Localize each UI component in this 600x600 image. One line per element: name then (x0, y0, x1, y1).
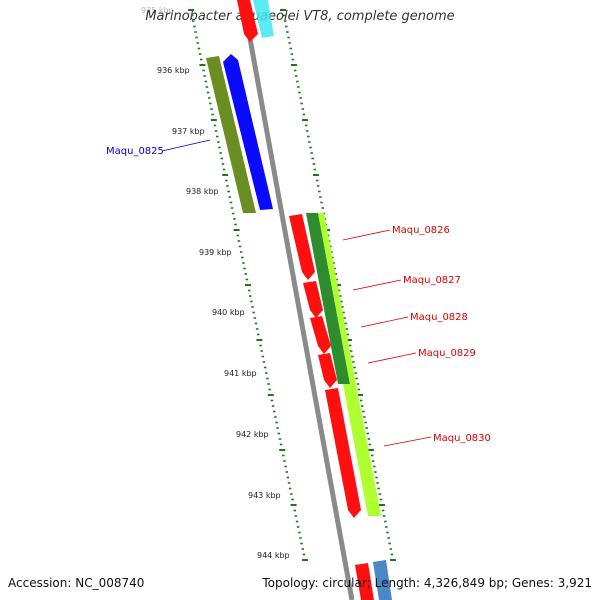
leader-maqu-0828 (360, 316, 409, 328)
ruler-label-935: 935 kbp (141, 6, 174, 15)
ruler-label-943: 943 kbp (248, 491, 281, 500)
gene-maqu-0826-green[interactable] (306, 213, 350, 384)
gene-bottom-steelblue[interactable] (373, 560, 392, 600)
map-title: Marinobacter aquaeolei VT8, complete gen… (145, 9, 455, 24)
ruler-label-941: 941 kbp (224, 369, 257, 378)
gene-maqu-0825-blue[interactable] (223, 54, 273, 210)
gene-maqu-0826-red[interactable] (289, 214, 315, 280)
ruler-label-936: 936 kbp (157, 66, 190, 75)
ruler-label-942: 942 kbp (236, 430, 269, 439)
leader-maqu-0829 (367, 352, 417, 364)
gene-bottom-red[interactable] (355, 563, 374, 600)
leader-maqu-0826 (342, 229, 391, 241)
gene-top-red[interactable] (237, 0, 258, 42)
gene-maqu-0830-lime[interactable] (343, 384, 381, 516)
gene-label-maqu-0826[interactable]: Maqu_0826 (392, 225, 450, 236)
ruler-label-940: 940 kbp (212, 308, 245, 317)
genome-summary-text: Topology: circular; Length: 4,326,849 bp… (262, 576, 592, 590)
gene-label-maqu-0830[interactable]: Maqu_0830 (433, 433, 491, 444)
gene-maqu-0828-red[interactable] (310, 316, 331, 354)
gene-top-cyan[interactable] (253, 0, 274, 38)
gene-label-maqu-0828[interactable]: Maqu_0828 (410, 312, 468, 323)
outer-scale (280, 9, 396, 561)
gene-maqu-0827-red[interactable] (303, 281, 323, 318)
accession-text: Accession: NC_008740 (8, 576, 145, 590)
gene-label-maqu-0825[interactable]: Maqu_0825 (106, 146, 164, 157)
inner-scale (188, 9, 308, 561)
gene-maqu-0830-red[interactable] (325, 388, 361, 518)
gene-label-maqu-0829[interactable]: Maqu_0829 (418, 348, 476, 359)
leader-maqu-0830 (383, 436, 432, 447)
ruler-label-939: 939 kbp (199, 248, 232, 257)
genome-backbone (240, 0, 355, 600)
ruler-label-938: 938 kbp (186, 187, 219, 196)
leader-maqu-0825 (161, 139, 211, 152)
gene-maqu-0826-lime[interactable] (318, 213, 356, 384)
gene-maqu-0829-red[interactable] (318, 353, 337, 388)
gene-maqu-0825-olive[interactable] (206, 56, 256, 213)
ruler-label-937: 937 kbp (172, 127, 205, 136)
leader-maqu-0827 (352, 279, 402, 291)
ruler-label-944: 944 kbp (257, 551, 290, 560)
gene-label-maqu-0827[interactable]: Maqu_0827 (403, 275, 461, 286)
